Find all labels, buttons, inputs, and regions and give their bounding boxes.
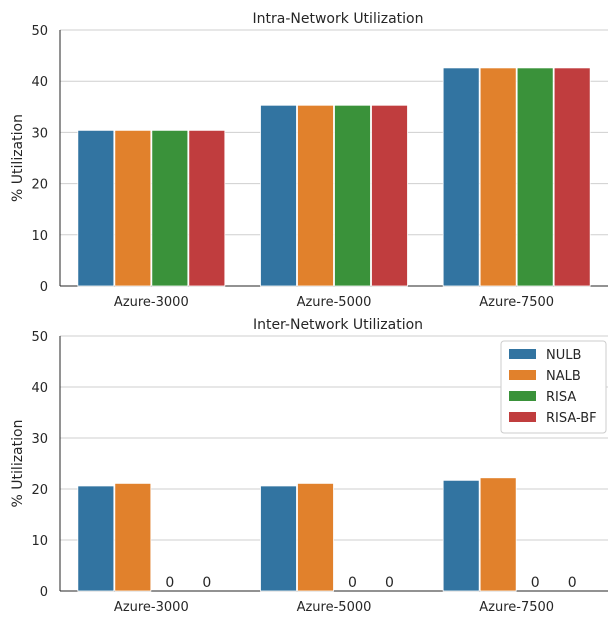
legend-swatch-risa: [509, 391, 536, 401]
legend-box: [500, 340, 607, 434]
data-label: 0: [568, 575, 577, 591]
bar-nalb-azure-7500: [479, 477, 517, 592]
bar-risa-bf-azure-7500: [553, 67, 591, 287]
legend-label-risa-bf: RISA-BF: [546, 411, 597, 426]
x-tick-label: Azure-5000: [297, 600, 372, 615]
chart-title: Inter-Network Utilization: [253, 317, 423, 333]
y-tick-label: 50: [31, 330, 48, 345]
legend: NULB NALB RISA RISA-BF: [500, 340, 607, 434]
legend-label-nulb: NULB: [546, 348, 581, 363]
x-tick-label: Azure-5000: [297, 295, 372, 310]
y-tick-label: 30: [31, 126, 48, 141]
y-tick-label: 20: [31, 483, 48, 498]
y-tick-label: 30: [31, 432, 48, 447]
y-tick-label: 40: [31, 381, 48, 396]
bar-nalb-azure-5000: [297, 482, 334, 592]
bar-nulb-azure-3000: [77, 485, 115, 592]
bar-risa-azure-7500: [516, 67, 554, 287]
bar-nulb-azure-5000: [260, 485, 297, 592]
y-tick-label: 0: [40, 280, 48, 295]
data-label: 0: [202, 575, 211, 591]
bar-nulb-azure-7500: [442, 67, 480, 287]
x-tick-label: Azure-3000: [114, 600, 189, 615]
bar-risa-azure-5000: [334, 104, 371, 287]
legend-label-risa: RISA: [546, 390, 576, 405]
y-tick-label: 10: [31, 534, 48, 549]
bar-nulb-azure-7500: [442, 479, 480, 592]
y-tick-label: 10: [31, 229, 48, 244]
data-label: 0: [531, 575, 540, 591]
y-tick-label: 20: [31, 178, 48, 193]
x-tick-label: Azure-3000: [114, 295, 189, 310]
x-tick-label: Azure-7500: [479, 600, 554, 615]
chart-panel-2: 0 10 20 30 40 50 % Utilization Inter-Network Ut…: [10, 317, 608, 615]
y-axis-title: % Utilization: [10, 114, 26, 202]
bar-nalb-azure-3000: [114, 482, 152, 592]
x-tick-label: Azure-7500: [479, 295, 554, 310]
bar-nalb-azure-5000: [297, 104, 334, 287]
bar-risa-bf-azure-5000: [371, 104, 408, 287]
legend-swatch-nalb: [509, 370, 536, 380]
data-label: 0: [348, 575, 357, 591]
bar-nulb-azure-3000: [77, 129, 115, 287]
bar-risa-bf-azure-3000: [188, 129, 226, 287]
legend-swatch-risa-bf: [509, 412, 536, 422]
chart-title: Intra-Network Utilization: [253, 11, 424, 27]
bar-risa-azure-3000: [151, 129, 189, 287]
bar-nulb-azure-5000: [260, 104, 297, 287]
legend-label-nalb: NALB: [546, 369, 581, 384]
y-tick-label: 50: [31, 24, 48, 39]
y-tick-label: 40: [31, 75, 48, 90]
data-label: 0: [165, 575, 174, 591]
bar-nalb-azure-3000: [114, 129, 152, 287]
y-axis-title: % Utilization: [10, 420, 26, 508]
y-tick-label: 0: [40, 585, 48, 600]
chart-panel-1: 0 10 20 30 40 50 % Utilization Intra-Network Ut…: [10, 11, 608, 310]
legend-swatch-nulb: [509, 349, 536, 359]
data-label: 0: [385, 575, 394, 591]
bar-nalb-azure-7500: [479, 67, 517, 287]
